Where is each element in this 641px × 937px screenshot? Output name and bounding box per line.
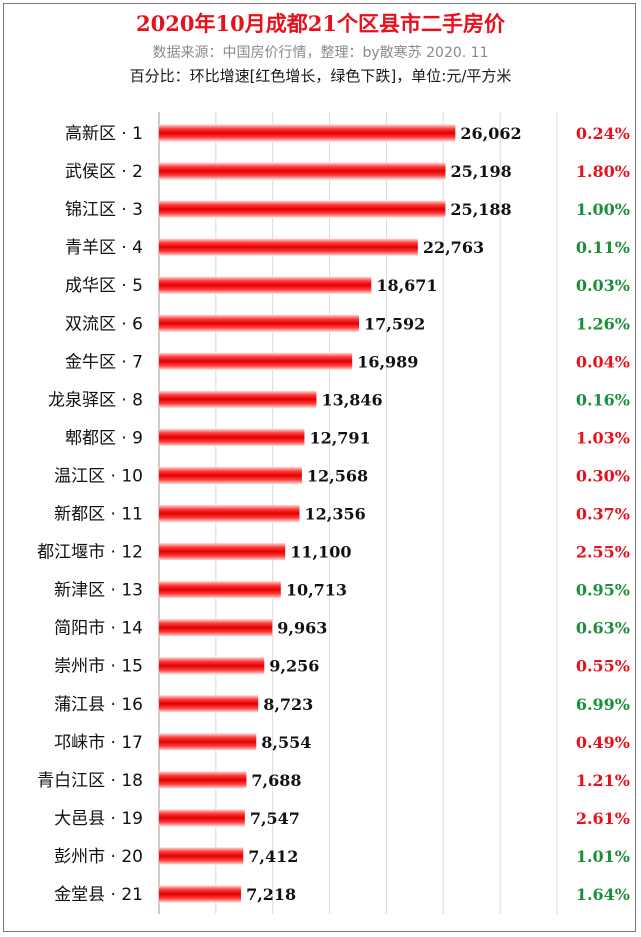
value-label: 7,688: [251, 771, 301, 790]
category-label: 新都区 · 11: [54, 505, 143, 525]
value-label: 7,412: [248, 847, 298, 866]
value-label: 12,568: [307, 466, 368, 485]
bar: [159, 657, 265, 675]
change-label: 0.16%: [576, 390, 630, 409]
category-label: 大邑县 · 19: [54, 809, 143, 829]
category-label: 新津区 · 13: [54, 581, 143, 601]
value-label: 25,198: [451, 162, 512, 181]
value-label: 16,989: [357, 352, 418, 371]
bar: [159, 314, 360, 332]
category-label: 都江堰市 · 12: [37, 543, 143, 563]
value-label: 25,188: [450, 200, 511, 219]
bar: [159, 466, 302, 484]
chart-title: 2020年10月成都21个区县市二手房价: [136, 11, 505, 36]
category-label: 武侯区 · 2: [65, 162, 143, 182]
value-label: 10,713: [286, 581, 347, 600]
bar: [159, 809, 245, 827]
value-label: 22,763: [423, 238, 484, 257]
bars-layer: [159, 124, 456, 903]
change-label: 0.37%: [576, 505, 630, 524]
bar: [159, 505, 300, 522]
bar: [159, 771, 247, 789]
change-label: 0.11%: [576, 238, 630, 257]
value-label: 8,554: [261, 733, 311, 752]
category-label: 简阳市 · 14: [54, 619, 143, 639]
change-label: 0.04%: [576, 352, 630, 371]
value-label: 7,547: [250, 809, 300, 828]
value-label: 8,723: [263, 695, 313, 714]
bar: [159, 581, 281, 599]
change-label: 1.21%: [576, 771, 630, 790]
value-label: 11,100: [290, 543, 351, 562]
value-label: 12,791: [309, 428, 370, 447]
chart-frame: [3, 3, 636, 932]
category-label: 青羊区 · 4: [65, 238, 143, 258]
change-label: 0.30%: [576, 466, 630, 485]
value-label: 9,256: [269, 657, 319, 676]
change-label: 1.03%: [576, 428, 630, 447]
change-label: 2.61%: [576, 809, 630, 828]
category-label: 龙泉驿区 · 8: [48, 390, 143, 410]
change-label: 1.64%: [576, 885, 630, 904]
change-label: 1.80%: [576, 162, 630, 181]
bar: [159, 124, 456, 142]
bar: [159, 619, 273, 637]
bar: [159, 390, 317, 408]
value-label: 18,671: [376, 276, 437, 295]
value-label: 9,963: [277, 619, 327, 638]
legend-note: 百分比：环比增速[红色增长，绿色下跌]，单位:元/平方米: [129, 67, 512, 85]
bar: [159, 238, 418, 256]
change-label: 0.49%: [576, 733, 630, 752]
data-source-line: 数据来源：中国房价行情，整理：by散寒苏 2020. 11: [152, 45, 489, 61]
category-label: 温江区 · 10: [54, 466, 143, 486]
category-label: 高新区 · 1: [65, 124, 143, 144]
category-label: 金堂县 · 21: [54, 885, 143, 905]
change-label: 0.24%: [576, 124, 630, 143]
bar: [159, 885, 242, 903]
bar: [159, 428, 305, 446]
bar: [159, 695, 259, 713]
value-label: 7,218: [246, 885, 296, 904]
category-label: 成华区 · 5: [65, 276, 143, 296]
change-label: 0.03%: [576, 276, 630, 295]
bar: [159, 276, 372, 294]
category-label: 锦江区 · 3: [65, 200, 143, 220]
change-label: 2.55%: [576, 543, 630, 562]
value-label: 17,592: [364, 314, 425, 333]
bar: [159, 733, 257, 751]
category-label: 金牛区 · 7: [65, 352, 143, 372]
category-label: 彭州市 · 20: [54, 847, 143, 867]
change-label: 0.55%: [576, 657, 630, 676]
value-label: 12,356: [305, 505, 366, 524]
value-label: 26,062: [460, 124, 521, 143]
category-label: 崇州市 · 15: [54, 657, 143, 677]
change-label: 1.26%: [576, 314, 630, 333]
change-label: 1.00%: [576, 200, 630, 219]
change-label: 1.01%: [576, 847, 630, 866]
category-label: 双流区 · 6: [65, 314, 143, 334]
category-label: 郫都区 · 9: [65, 428, 143, 448]
category-label: 邛崃市 · 17: [54, 733, 143, 753]
change-label: 0.63%: [576, 619, 630, 638]
bar: [159, 200, 446, 218]
bar: [159, 162, 446, 180]
labels-layer: 高新区 · 1 26,062 0.24% 武侯区 · 2 25,198 1.80% 锦江区 …: [37, 124, 630, 905]
category-label: 青白江区 · 18: [37, 771, 143, 791]
bar: [159, 543, 286, 561]
change-label: 0.95%: [576, 581, 630, 600]
bar: [159, 847, 244, 865]
bar: [159, 352, 353, 370]
category-label: 蒲江县 · 16: [54, 695, 143, 715]
value-label: 13,846: [321, 390, 382, 409]
change-label: 6.99%: [576, 695, 630, 714]
